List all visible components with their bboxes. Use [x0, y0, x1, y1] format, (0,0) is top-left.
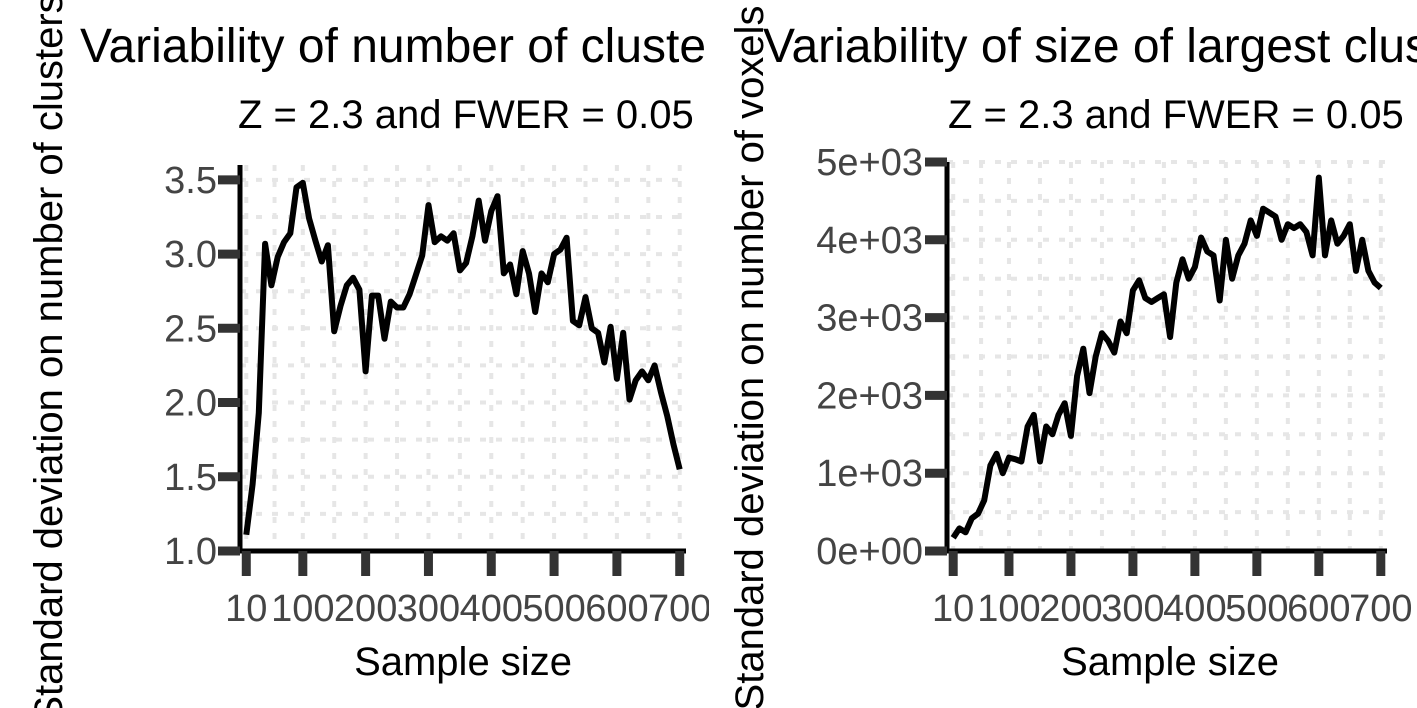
y-tick-label-0: 0e+00 — [816, 531, 923, 573]
y-tick-label-5: 5e+03 — [816, 142, 923, 184]
y-tick-label-2: 2.0 — [164, 383, 217, 425]
y-tick-label-3: 3e+03 — [816, 298, 923, 340]
y-tick-label-4: 3.0 — [164, 234, 217, 276]
x-tick-label-5: 500 — [1225, 588, 1288, 630]
x-tick-label-6: 600 — [585, 588, 648, 630]
y-tick-label-4: 4e+03 — [816, 220, 923, 262]
chart-panel-clusters: 1.0 1.5 2.0 2.5 3.0 3.5 10 100 200 300 400 500 600 7… — [27, 0, 746, 708]
y-ticks-largest-cluster: 0e+00 1e+03 2e+03 3e+03 4e+03 5e+03 — [816, 142, 947, 573]
x-tick-label-3: 300 — [1101, 588, 1164, 630]
y-tick-label-5: 3.5 — [164, 160, 217, 202]
y-tick-label-2: 2e+03 — [816, 375, 923, 417]
chart-subtitle-clusters: Z = 2.3 and FWER = 0.05 — [238, 93, 694, 137]
chart-panel-largest-cluster: 0e+00 1e+03 2e+03 3e+03 4e+03 5e+03 10 1002003… — [728, 6, 1417, 708]
x-tick-label-4: 400 — [1163, 588, 1226, 630]
x-tick-label-4: 400 — [460, 588, 523, 630]
chart-subtitle-largest-cluster: Z = 2.3 and FWER = 0.05 — [948, 93, 1404, 137]
x-ticks-clusters: 10 100 200 300 400 500 600 700 — [225, 551, 711, 630]
y-tick-label-1: 1e+03 — [816, 453, 923, 495]
chart-title-largest-cluster: Variability of size of largest cluster — [763, 20, 1417, 73]
y-axis-label-largest-cluster: Standard deviation on number of voxels — [728, 6, 772, 708]
y-tick-label-0: 1.0 — [164, 531, 217, 573]
y-ticks-clusters: 1.0 1.5 2.0 2.5 3.0 3.5 — [164, 160, 240, 573]
grid-largest-cluster — [947, 160, 1387, 553]
x-tick-label-7: 700 — [648, 588, 711, 630]
x-tick-label-2: 200 — [334, 588, 397, 630]
chart-title-clusters: Variability of number of clusters — [80, 20, 746, 73]
x-tick-label-1: 100 — [271, 588, 334, 630]
x-axis-label-largest-cluster: Sample size — [1061, 640, 1279, 684]
y-axis-label-clusters: Standard deviation on number of clusters — [27, 0, 71, 708]
series-line-clusters — [243, 179, 683, 536]
x-tick-label-0: 10 — [932, 588, 974, 630]
x-axis-label-clusters: Sample size — [354, 640, 572, 684]
x-tick-label-1: 100 — [977, 588, 1040, 630]
y-tick-label-1: 1.5 — [164, 457, 217, 499]
x-tick-label-2: 200 — [1039, 588, 1102, 630]
series-line-largest-cluster — [950, 174, 1383, 540]
y-tick-label-3: 2.5 — [164, 308, 217, 350]
x-tick-label-0: 10 — [225, 588, 267, 630]
x-tick-label-5: 500 — [522, 588, 585, 630]
x-tick-label-6: 600 — [1287, 588, 1350, 630]
x-tick-label-3: 300 — [397, 588, 460, 630]
x-tick-label-7: 700 — [1349, 588, 1412, 630]
